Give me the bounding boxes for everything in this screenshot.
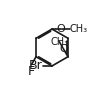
- Text: F: F: [28, 65, 35, 78]
- Text: O: O: [57, 24, 66, 34]
- Text: CH₃: CH₃: [50, 37, 68, 47]
- Text: CH₃: CH₃: [70, 24, 88, 34]
- Text: O: O: [59, 44, 68, 54]
- Text: Br: Br: [29, 59, 42, 72]
